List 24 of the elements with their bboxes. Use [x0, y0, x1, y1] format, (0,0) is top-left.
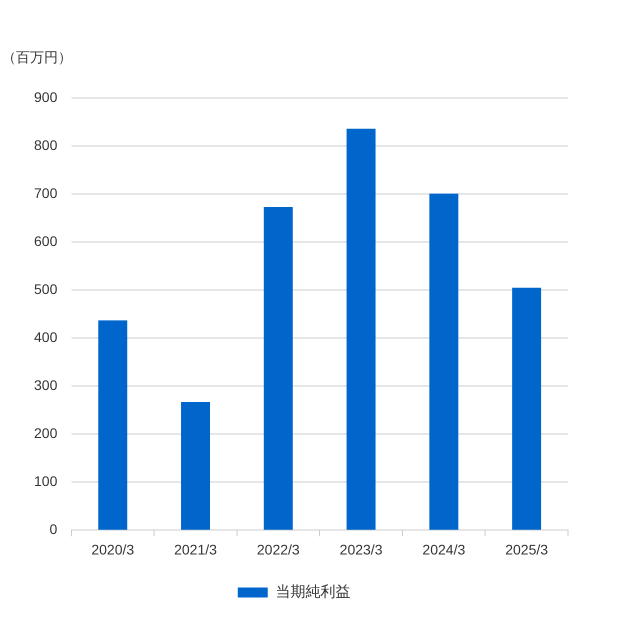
y-tick-label: 100 — [34, 473, 58, 490]
x-tick-label: 2020/3 — [91, 541, 134, 558]
y-tick-label: 400 — [34, 328, 58, 345]
bar — [181, 402, 210, 530]
x-tick-label: 2024/3 — [422, 541, 466, 558]
y-tick-label: 300 — [34, 376, 58, 393]
y-tick-label: 700 — [34, 184, 58, 201]
y-axis-title: （百万円） — [2, 48, 72, 65]
y-tick-label: 500 — [34, 280, 58, 297]
x-tick-label: 2022/3 — [256, 541, 300, 558]
bar — [429, 194, 458, 530]
legend-label: 当期純利益 — [275, 584, 350, 601]
x-tick-label: 2021/3 — [174, 541, 218, 558]
bar — [346, 128, 376, 530]
y-tick-label: 900 — [34, 88, 58, 105]
x-tick-label: 2025/3 — [505, 541, 548, 558]
bar — [264, 207, 293, 530]
bar — [512, 288, 542, 530]
y-tick-label: 600 — [34, 232, 58, 249]
bar — [98, 320, 128, 530]
y-tick-label: 800 — [34, 136, 58, 153]
x-tick-label: 2023/3 — [340, 541, 383, 558]
y-tick-label: 200 — [34, 425, 58, 442]
y-tick-label: 0 — [50, 521, 58, 538]
